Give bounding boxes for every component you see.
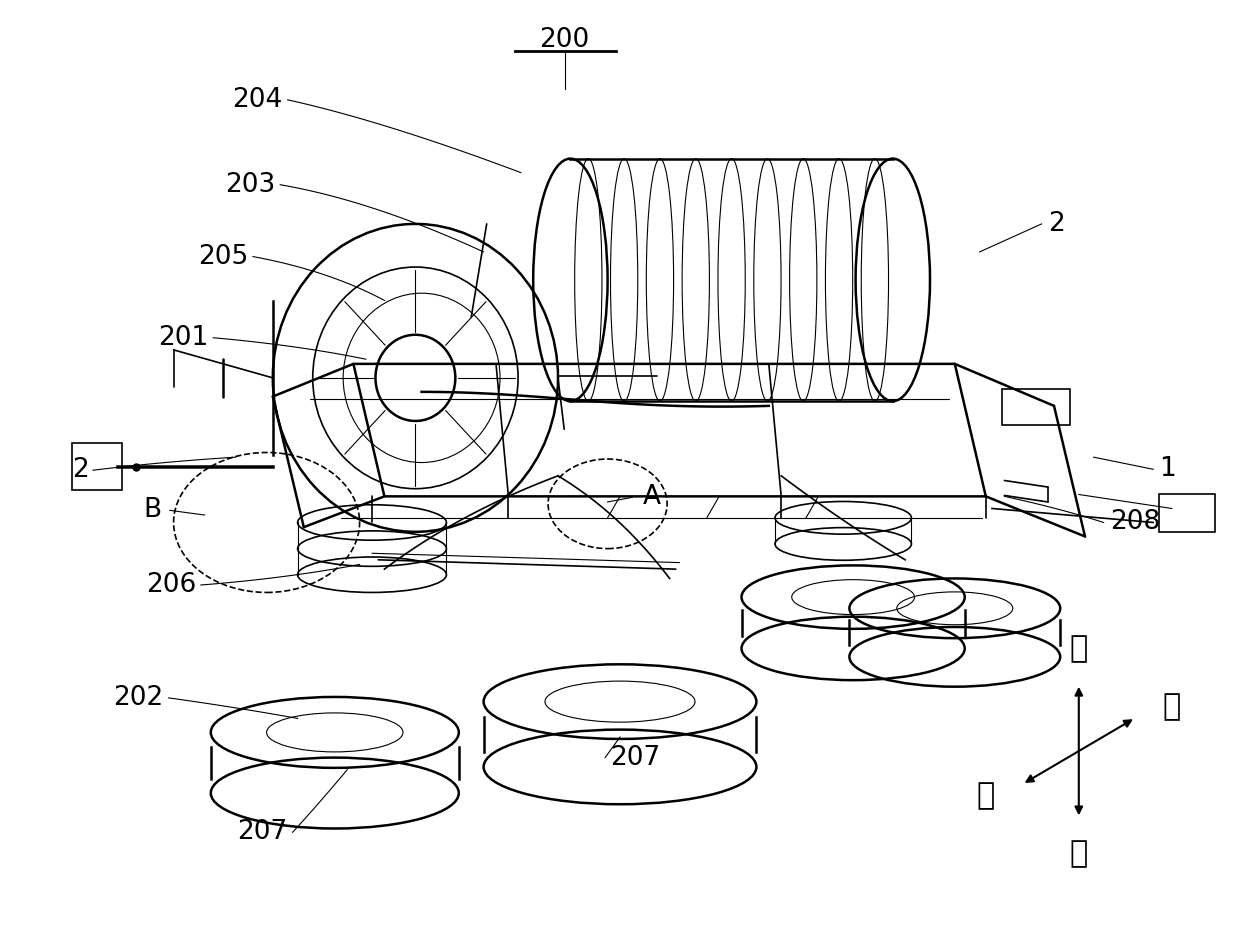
Text: 2: 2 bbox=[72, 457, 89, 483]
Text: B: B bbox=[143, 497, 161, 523]
Text: 1: 1 bbox=[1159, 456, 1177, 482]
Text: 上: 上 bbox=[1070, 634, 1087, 663]
Text: 207: 207 bbox=[237, 819, 288, 845]
Text: 202: 202 bbox=[113, 685, 164, 711]
Text: 右: 右 bbox=[977, 781, 994, 810]
Text: 207: 207 bbox=[610, 745, 661, 771]
Text: 208: 208 bbox=[1110, 509, 1161, 536]
Text: 下: 下 bbox=[1070, 839, 1087, 868]
Text: 205: 205 bbox=[197, 244, 248, 270]
Text: 2: 2 bbox=[1048, 211, 1065, 237]
Text: 左: 左 bbox=[1163, 692, 1180, 721]
Text: 204: 204 bbox=[232, 87, 283, 113]
Text: A: A bbox=[642, 484, 661, 510]
Text: 201: 201 bbox=[157, 325, 208, 351]
Text: 200: 200 bbox=[539, 27, 589, 53]
Text: 206: 206 bbox=[145, 572, 196, 598]
Text: 203: 203 bbox=[224, 172, 275, 198]
